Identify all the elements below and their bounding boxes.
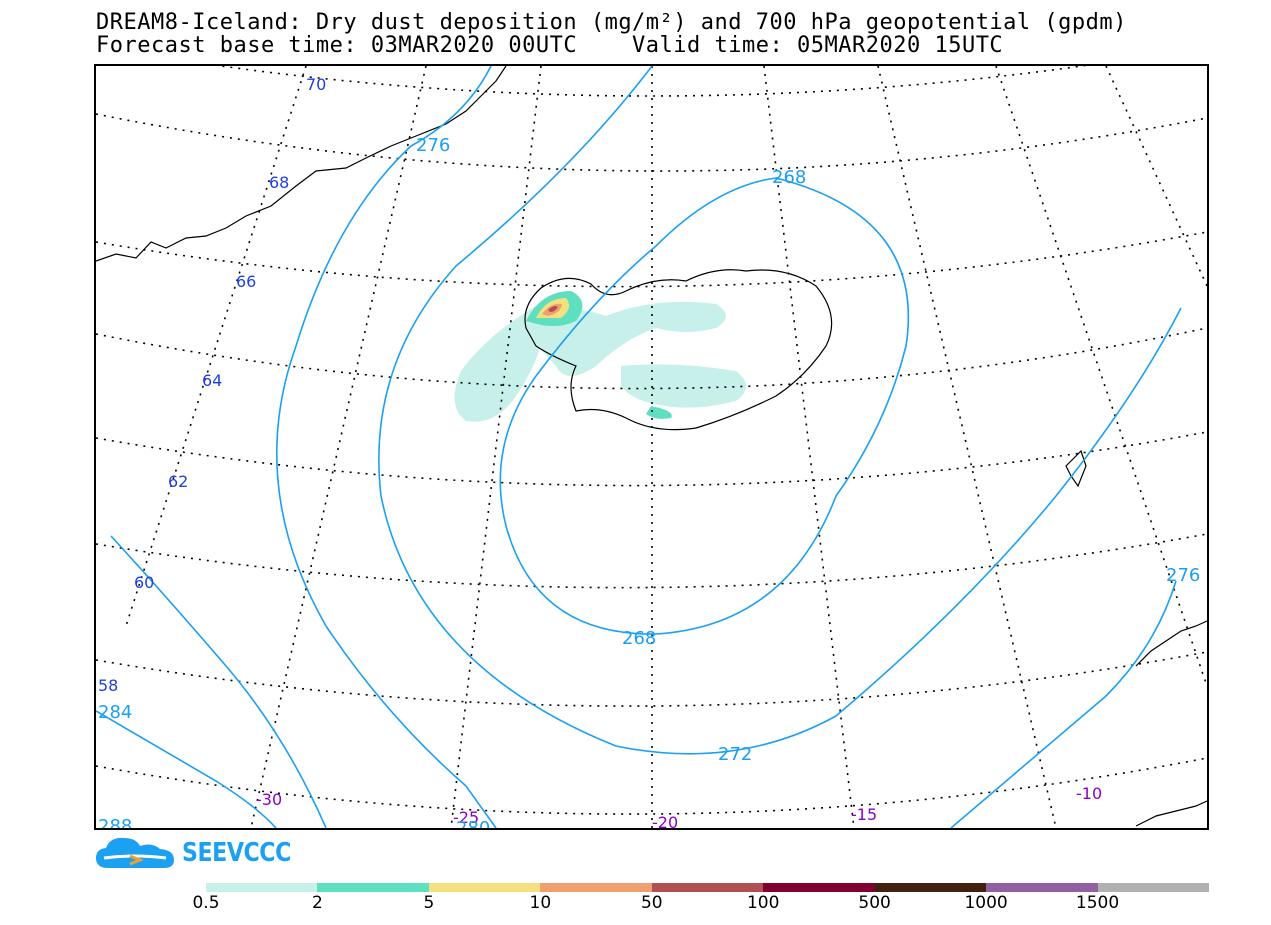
dust-patch-southeast [646, 406, 672, 419]
legend-label: 100 [746, 893, 780, 913]
contour-label-276-north: 276 [416, 135, 450, 156]
lat-label-60: 60 [134, 573, 154, 592]
cloud-icon [96, 837, 174, 868]
lat-label-68: 68 [269, 173, 289, 192]
contour-label-288: 288 [98, 816, 132, 828]
legend-colorbar [206, 883, 1209, 892]
dust-patch-south [621, 364, 746, 408]
lat-label-70: 70 [306, 75, 326, 94]
norway-coast [1135, 620, 1207, 827]
legend-label: 1000 [964, 893, 1008, 913]
contour-label-268-north: 268 [772, 167, 806, 188]
legend-label: 5 [423, 893, 435, 913]
legend-swatch [540, 883, 652, 892]
legend-swatch [206, 883, 318, 892]
contour-label-280: 280 [456, 818, 490, 828]
shetland-coast [1065, 449, 1087, 488]
contour-276-east [950, 580, 1177, 828]
legend-label: 0.5 [192, 893, 220, 913]
contour-label-272: 272 [718, 744, 752, 765]
lon-label-minus20: -20 [652, 813, 678, 828]
seevccc-logo: SEEVCCC [94, 834, 310, 872]
map-canvas: 70 68 66 64 62 60 58 -30 -25 -20 -15 -10… [96, 66, 1207, 828]
legend-swatch [763, 883, 875, 892]
legend-swatch [986, 883, 1098, 892]
legend-label: 10 [529, 893, 552, 913]
coastlines [96, 66, 1207, 827]
legend-swatch [317, 883, 429, 892]
contour-284 [110, 535, 327, 828]
legend-label: 500 [858, 893, 891, 913]
lat-label-64: 64 [202, 371, 222, 390]
lat-label-62: 62 [168, 472, 188, 491]
lon-label-minus15: -15 [851, 805, 877, 824]
lon-label-minus25: -25 [453, 808, 479, 827]
contour-label-276-east: 276 [1166, 565, 1200, 586]
latitude-lines [96, 66, 1207, 815]
longitude-lines [125, 66, 1207, 828]
contour-label-268-south: 268 [622, 628, 656, 649]
map-subtitle-times: Forecast base time: 03MAR2020 00UTC Vali… [96, 33, 1004, 58]
legend-label: 2 [312, 893, 323, 913]
lon-label-minus10: -10 [1076, 784, 1102, 803]
legend-swatch [1097, 883, 1209, 892]
lon-label-minus30: -30 [256, 790, 282, 809]
legend-label: 1500 [1075, 893, 1120, 913]
legend-swatch [874, 883, 987, 892]
legend-swatch [428, 883, 541, 892]
iceland-coast [524, 269, 833, 431]
legend-swatch [651, 883, 764, 892]
seevccc-logo-text: SEEVCCC [182, 838, 291, 868]
contour-288 [96, 710, 277, 828]
contour-276 [275, 66, 497, 828]
greenland-coast [96, 66, 507, 262]
dust-nw-max [548, 306, 558, 312]
legend-label: 50 [640, 893, 663, 913]
dust-deposition-shading [454, 291, 746, 422]
geopotential-contours [96, 66, 1182, 828]
contour-label-284: 284 [98, 702, 132, 723]
lat-label-58: 58 [98, 676, 118, 695]
contour-272 [378, 66, 1182, 755]
map-panel: 70 68 66 64 62 60 58 -30 -25 -20 -15 -10… [94, 64, 1209, 830]
lat-label-66: 66 [236, 272, 256, 291]
dust-plume-west [454, 306, 543, 422]
map-title: DREAM8-Iceland: Dry dust deposition (mg/… [96, 10, 1127, 35]
contour-268 [499, 177, 910, 635]
